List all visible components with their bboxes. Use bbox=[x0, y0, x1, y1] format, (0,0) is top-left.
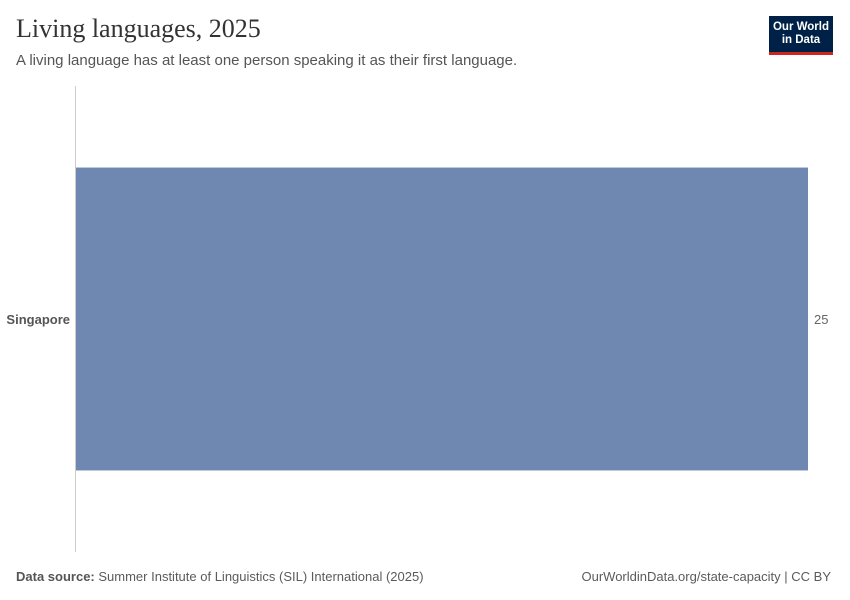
chart-subtitle: A living language has at least one perso… bbox=[16, 52, 518, 69]
source-text: Summer Institute of Linguistics (SIL) In… bbox=[98, 569, 424, 584]
value-label: 25 bbox=[814, 312, 828, 327]
logo-line1: Our World bbox=[772, 21, 829, 33]
category-label: Singapore bbox=[6, 312, 70, 327]
data-source: Data source: Summer Institute of Linguis… bbox=[16, 569, 424, 584]
logo-line2: in Data bbox=[781, 34, 821, 46]
owid-logo[interactable]: Our World in Data bbox=[769, 16, 833, 55]
source-label: Data source: bbox=[16, 569, 95, 584]
bar-singapore[interactable] bbox=[76, 167, 808, 471]
footer-url[interactable]: OurWorldinData.org/state-capacity | CC B… bbox=[581, 569, 831, 584]
chart-title: Living languages, 2025 bbox=[16, 14, 261, 43]
